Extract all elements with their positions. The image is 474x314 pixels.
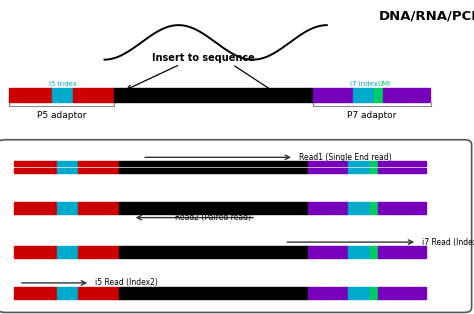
Bar: [57, 293, 78, 299]
Bar: [378, 246, 426, 251]
Bar: [308, 287, 348, 292]
Bar: [73, 95, 114, 102]
Bar: [57, 168, 78, 173]
Bar: [118, 168, 308, 173]
Bar: [52, 95, 73, 102]
Bar: [353, 95, 374, 102]
Bar: [378, 293, 426, 299]
Bar: [374, 95, 383, 102]
Bar: [114, 95, 313, 102]
Bar: [118, 208, 308, 214]
Bar: [118, 293, 308, 299]
Bar: [308, 202, 348, 207]
Bar: [348, 202, 370, 207]
Bar: [78, 293, 118, 299]
Text: Read2 (Paired read): Read2 (Paired read): [175, 213, 251, 222]
Bar: [370, 202, 378, 207]
Bar: [14, 287, 57, 292]
Bar: [114, 88, 313, 94]
Bar: [378, 161, 426, 166]
Bar: [378, 252, 426, 258]
Bar: [57, 246, 78, 251]
FancyBboxPatch shape: [0, 140, 472, 312]
Bar: [308, 208, 348, 214]
Bar: [370, 246, 378, 251]
Bar: [383, 88, 430, 94]
Bar: [308, 252, 348, 258]
Bar: [308, 161, 348, 166]
Bar: [348, 168, 370, 173]
Bar: [57, 161, 78, 166]
Text: Insert to sequence: Insert to sequence: [153, 53, 255, 63]
Bar: [14, 168, 57, 173]
Bar: [73, 88, 114, 94]
Text: i5 Read (Index2): i5 Read (Index2): [95, 279, 158, 287]
Bar: [14, 208, 57, 214]
Bar: [383, 95, 430, 102]
Bar: [78, 252, 118, 258]
Bar: [348, 252, 370, 258]
Bar: [378, 208, 426, 214]
Bar: [378, 168, 426, 173]
Bar: [52, 88, 73, 94]
Bar: [308, 246, 348, 251]
Bar: [78, 287, 118, 292]
Text: DNA/RNA/PCR: DNA/RNA/PCR: [379, 9, 474, 22]
Bar: [118, 252, 308, 258]
Bar: [370, 287, 378, 292]
Bar: [14, 202, 57, 207]
Bar: [14, 293, 57, 299]
Bar: [118, 287, 308, 292]
Bar: [374, 88, 383, 94]
Bar: [370, 161, 378, 166]
Text: P7 adaptor: P7 adaptor: [347, 111, 397, 120]
Bar: [308, 293, 348, 299]
Bar: [118, 202, 308, 207]
Bar: [57, 208, 78, 214]
Bar: [378, 202, 426, 207]
Text: P5 adaptor: P5 adaptor: [37, 111, 86, 120]
Bar: [14, 246, 57, 251]
Bar: [378, 287, 426, 292]
Text: i7 index: i7 index: [350, 81, 378, 87]
Bar: [118, 246, 308, 251]
Bar: [370, 293, 378, 299]
Text: Read1 (Single End read): Read1 (Single End read): [299, 153, 391, 162]
Bar: [9, 95, 52, 102]
Bar: [14, 161, 57, 166]
Bar: [348, 246, 370, 251]
Text: i7 Read (Index1 + UMI if included): i7 Read (Index1 + UMI if included): [422, 238, 474, 246]
Bar: [57, 252, 78, 258]
Bar: [353, 88, 374, 94]
Bar: [313, 95, 353, 102]
Bar: [57, 287, 78, 292]
Text: i5 index: i5 index: [49, 81, 77, 87]
Bar: [78, 208, 118, 214]
Bar: [348, 161, 370, 166]
Bar: [308, 168, 348, 173]
Bar: [348, 208, 370, 214]
Bar: [370, 252, 378, 258]
Bar: [370, 168, 378, 173]
Bar: [348, 293, 370, 299]
Bar: [14, 252, 57, 258]
Bar: [118, 161, 308, 166]
Bar: [78, 168, 118, 173]
Bar: [78, 161, 118, 166]
Bar: [348, 287, 370, 292]
Text: UMI: UMI: [377, 81, 390, 87]
Bar: [313, 88, 353, 94]
Bar: [57, 202, 78, 207]
Bar: [78, 202, 118, 207]
Bar: [370, 208, 378, 214]
Bar: [78, 246, 118, 251]
Bar: [9, 88, 52, 94]
